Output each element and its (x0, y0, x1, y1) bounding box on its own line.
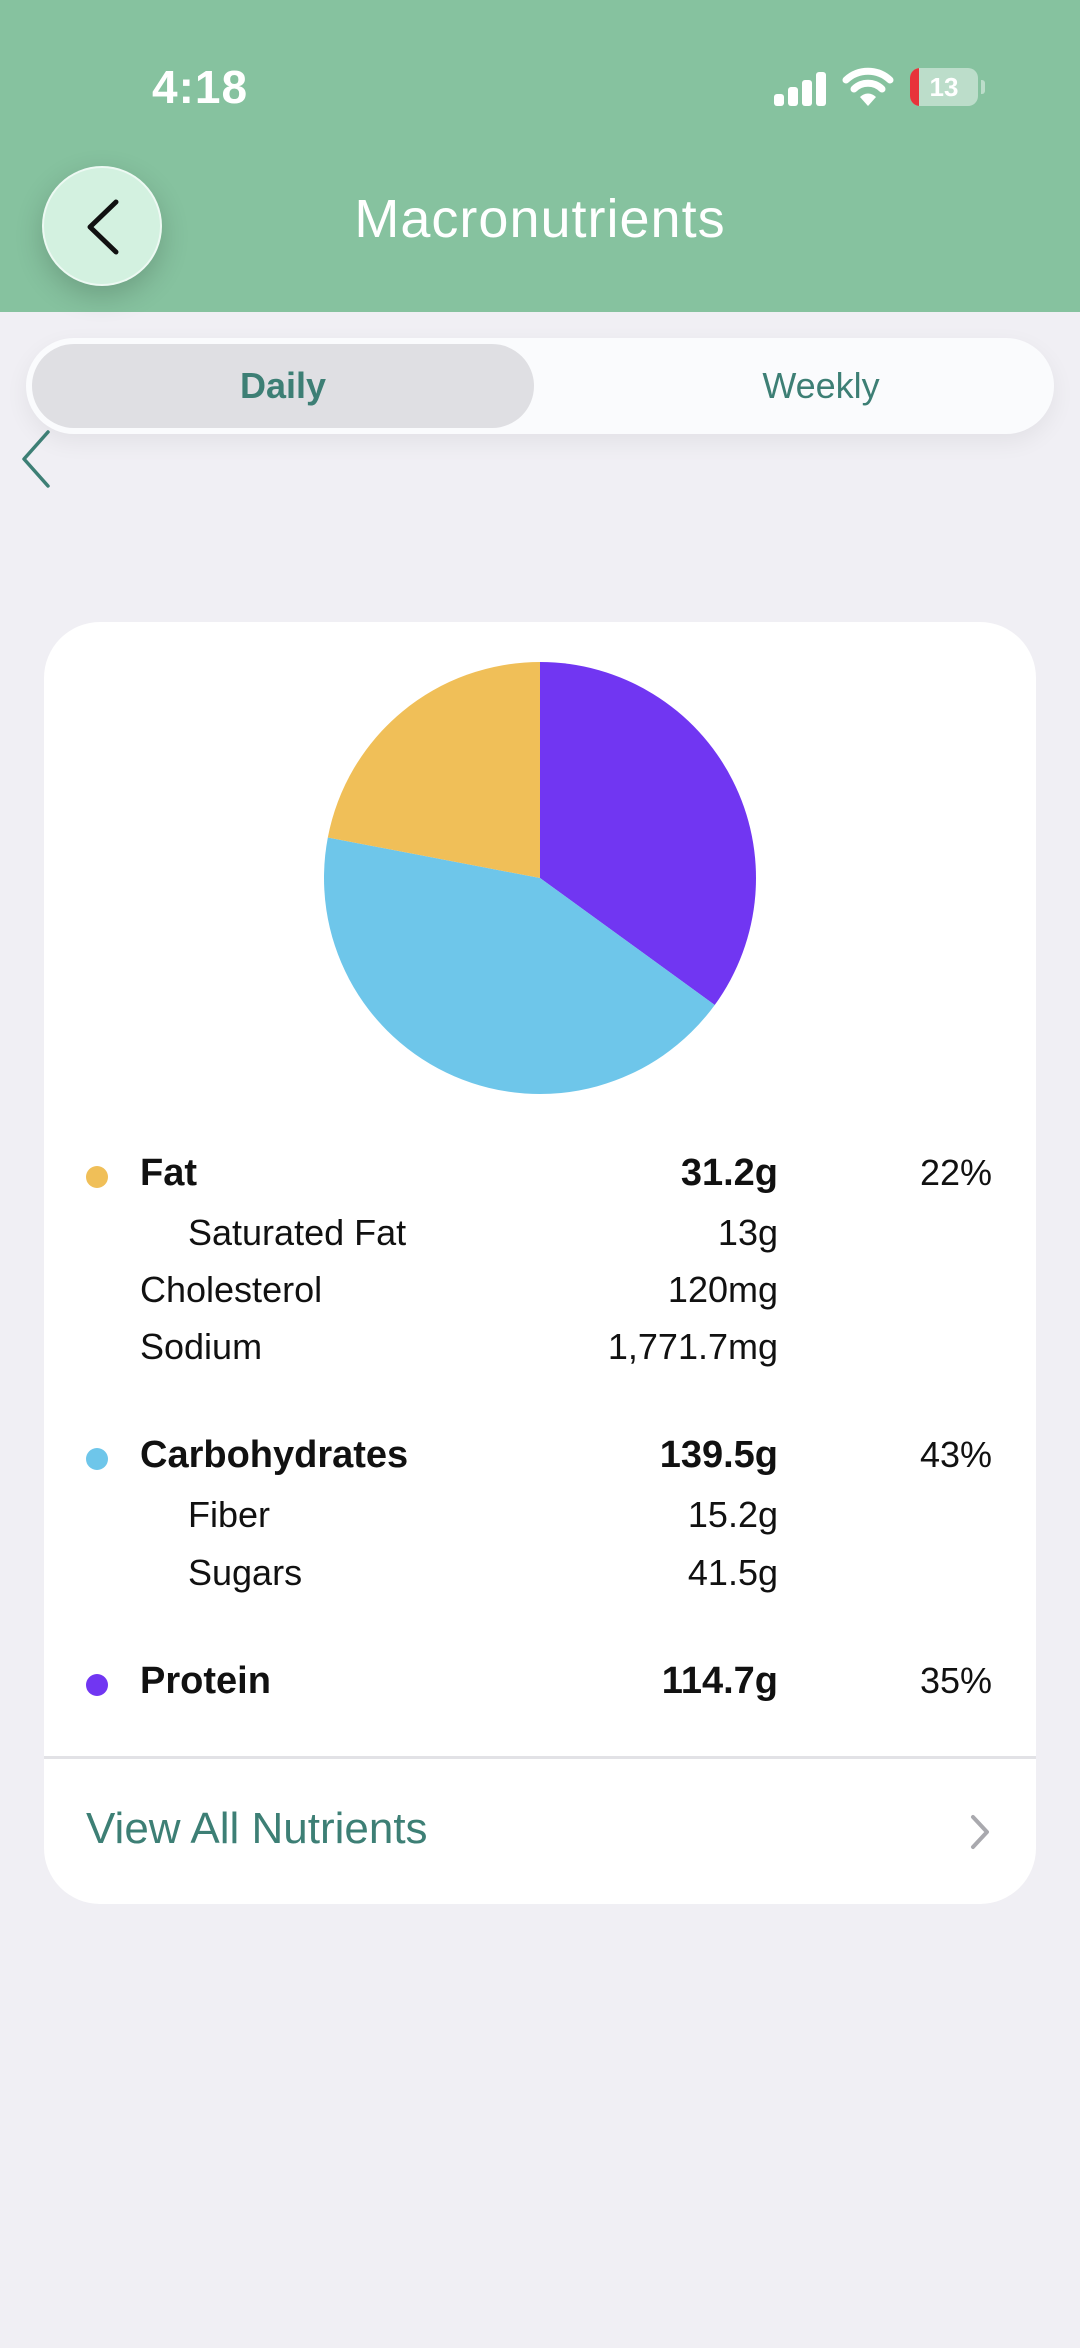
cellular-signal-icon (774, 72, 828, 106)
fat-label: Fat (140, 1152, 197, 1194)
saturated-fat-row: Saturated Fat 13g (44, 1206, 1036, 1262)
view-all-nutrients-link[interactable]: View All Nutrients (86, 1804, 428, 1853)
sodium-row: Sodium 1,771.7mg (44, 1320, 1036, 1376)
header-bar: 4:18 13 Macronutrients (0, 0, 1080, 312)
pie-slice-carbohydrates (324, 837, 715, 1094)
period-segmented-control: Daily Weekly (26, 338, 1054, 434)
carbohydrates-amount: 139.5g (659, 1434, 778, 1476)
carbohydrates-row: Carbohydrates 139.5g 43% (44, 1428, 1036, 1484)
saturated-fat-amount: 13g (717, 1212, 778, 1253)
sodium-amount: 1,771.7mg (607, 1326, 778, 1367)
back-button[interactable] (42, 166, 162, 286)
status-time: 4:18 (152, 61, 249, 113)
pie-slice-fat (327, 662, 540, 878)
sugars-amount: 41.5g (687, 1552, 778, 1593)
segment-daily[interactable]: Daily (239, 365, 327, 406)
previous-day-chevron-icon[interactable] (18, 428, 54, 490)
card-divider (44, 1756, 1036, 1759)
fiber-row: Fiber 15.2g (44, 1488, 1036, 1544)
fiber-label: Fiber (188, 1494, 271, 1535)
chevron-right-icon[interactable] (968, 1812, 992, 1852)
pie-slice-protein (540, 662, 756, 1005)
fat-amount: 31.2g (680, 1152, 778, 1194)
battery-percent: 13 (929, 72, 959, 102)
fat-row: Fat 31.2g 22% (44, 1146, 1036, 1202)
wifi-icon (842, 67, 894, 106)
segment-selected-indicator (32, 344, 534, 428)
protein-amount: 114.7g (661, 1660, 778, 1702)
carbohydrates-legend-dot (86, 1448, 108, 1470)
protein-label: Protein (140, 1660, 271, 1702)
segment-weekly[interactable]: Weekly (762, 365, 880, 406)
cholesterol-label: Cholesterol (140, 1269, 323, 1310)
fiber-amount: 15.2g (687, 1494, 778, 1535)
battery-icon: 13 (910, 68, 978, 106)
carbohydrates-label: Carbohydrates (140, 1434, 409, 1476)
protein-legend-dot (86, 1674, 108, 1696)
fat-legend-dot (86, 1166, 108, 1188)
protein-row: Protein 114.7g 35% (44, 1654, 1036, 1710)
cholesterol-row: Cholesterol 120mg (44, 1263, 1036, 1319)
sugars-label: Sugars (188, 1552, 303, 1593)
cholesterol-amount: 120mg (667, 1269, 778, 1310)
macronutrient-pie-chart (324, 662, 756, 1094)
macronutrient-card: Fat 31.2g 22% Saturated Fat 13g Choleste… (44, 622, 1036, 1904)
chevron-left-icon (87, 199, 119, 255)
protein-percent: 35% (919, 1660, 992, 1701)
sugars-row: Sugars 41.5g (44, 1546, 1036, 1602)
fat-percent: 22% (919, 1152, 992, 1193)
battery-nub (981, 80, 985, 94)
carbohydrates-percent: 43% (919, 1434, 992, 1475)
page-title: Macronutrients (354, 189, 726, 249)
sodium-label: Sodium (140, 1326, 263, 1367)
saturated-fat-label: Saturated Fat (188, 1212, 407, 1253)
